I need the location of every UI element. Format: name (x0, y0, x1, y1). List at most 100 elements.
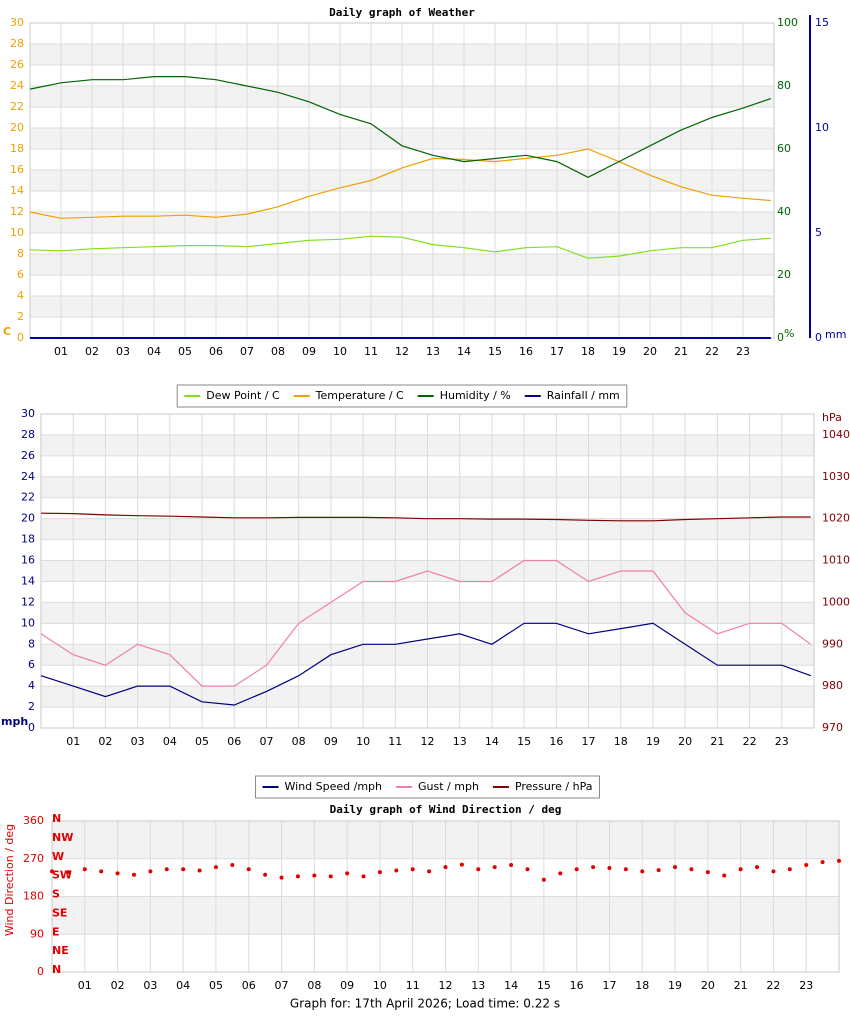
compass-label: N (52, 812, 61, 825)
point (558, 871, 563, 876)
x-tick-label: 23 (799, 979, 813, 992)
point (525, 867, 530, 872)
x-tick-label: 20 (678, 735, 692, 748)
x-tick-label: 08 (292, 735, 306, 748)
point (377, 870, 382, 875)
x-tick-label: 14 (457, 345, 471, 358)
legend-label: Gust / mph (418, 780, 479, 793)
series-line (40, 559, 812, 687)
x-tick-label: 10 (356, 735, 370, 748)
compass-label: NW (52, 831, 73, 844)
point (459, 862, 464, 867)
x-tick-label: 11 (388, 735, 402, 748)
point (722, 873, 727, 878)
y-tick-label: 2 (17, 310, 24, 323)
point (279, 875, 284, 880)
point (705, 870, 710, 875)
y2-tick-label: 100 (777, 16, 798, 29)
point (394, 868, 399, 873)
x-tick-label: 01 (54, 345, 68, 358)
y2-tick-label: 1040 (822, 428, 850, 441)
x-tick-label: 08 (307, 979, 321, 992)
x-tick-label: 01 (66, 735, 80, 748)
x-tick-label: 04 (176, 979, 190, 992)
y2-tick-label: 970 (822, 721, 843, 734)
x-tick-label: 13 (471, 979, 485, 992)
x-tick-label: 04 (147, 345, 161, 358)
y-axis-label: mph (1, 715, 28, 728)
y-tick-label: 18 (21, 533, 35, 546)
y-tick-label: 270 (23, 852, 44, 865)
y-tick-label: 24 (10, 79, 24, 92)
y-axis-label: C (3, 325, 11, 338)
x-tick-label: 15 (488, 345, 502, 358)
legend-label: Rainfall / mm (547, 389, 620, 402)
point (443, 865, 448, 870)
y2-tick-label: 60 (777, 142, 791, 155)
compass-label: S (52, 888, 60, 901)
point (82, 867, 87, 872)
y-tick-label: 0 (28, 721, 35, 734)
y2-tick-label: 1030 (822, 470, 850, 483)
y2-tick-label: 1000 (822, 595, 850, 608)
point (148, 869, 153, 874)
x-tick-label: 16 (549, 735, 563, 748)
x-tick-label: 22 (766, 979, 780, 992)
y-tick-label: 6 (28, 658, 35, 671)
y-tick-label: 0 (17, 331, 24, 344)
point (492, 865, 497, 870)
point (312, 873, 317, 878)
x-tick-label: 05 (178, 345, 192, 358)
x-tick-label: 07 (275, 979, 289, 992)
x-tick-label: 12 (395, 345, 409, 358)
x-tick-label: 09 (340, 979, 354, 992)
x-tick-label: 14 (485, 735, 499, 748)
x-tick-label: 17 (602, 979, 616, 992)
y-tick-label: 90 (30, 927, 44, 940)
x-tick-label: 11 (406, 979, 420, 992)
series-line (29, 76, 772, 178)
point (591, 865, 596, 870)
y-tick-label: 2 (28, 700, 35, 713)
legend-label: Humidity / % (440, 389, 511, 402)
point (623, 867, 628, 872)
point (345, 871, 350, 876)
legend-label: Pressure / hPa (515, 780, 593, 793)
x-tick-label: 02 (85, 345, 99, 358)
footer: Graph for: 17th April 2026; Load time: 0… (290, 997, 560, 1011)
x-tick-label: 18 (614, 735, 628, 748)
legend-label: Wind Speed /mph (285, 780, 383, 793)
point (50, 869, 54, 874)
series-line (40, 622, 812, 706)
x-tick-label: 23 (736, 345, 750, 358)
point (295, 874, 300, 879)
point (66, 870, 71, 875)
y2-axis-label: hPa (822, 411, 842, 424)
y2-tick-label: 40 (777, 205, 791, 218)
y2-tick-label: 20 (777, 268, 791, 281)
point (328, 874, 333, 879)
point (213, 865, 218, 870)
x-tick-label: 22 (705, 345, 719, 358)
y-tick-label: 28 (10, 37, 24, 50)
x-tick-label: 06 (242, 979, 256, 992)
compass-label: W (52, 850, 64, 863)
y3-tick-label: 10 (815, 121, 829, 134)
y-tick-label: 10 (21, 616, 35, 629)
y-axis-label: Wind Direction / deg (3, 824, 16, 936)
y-tick-label: 30 (10, 16, 24, 29)
x-tick-label: 21 (734, 979, 748, 992)
x-tick-label: 06 (227, 735, 241, 748)
y-tick-label: 26 (10, 58, 24, 71)
compass-label: N (52, 963, 61, 976)
x-tick-label: 13 (453, 735, 467, 748)
x-tick-label: 23 (775, 735, 789, 748)
y2-tick-label: 990 (822, 637, 843, 650)
point (99, 869, 104, 874)
y-tick-label: 10 (10, 226, 24, 239)
x-tick-label: 16 (570, 979, 584, 992)
point (246, 867, 251, 872)
series-line (40, 512, 811, 522)
point (656, 868, 661, 873)
